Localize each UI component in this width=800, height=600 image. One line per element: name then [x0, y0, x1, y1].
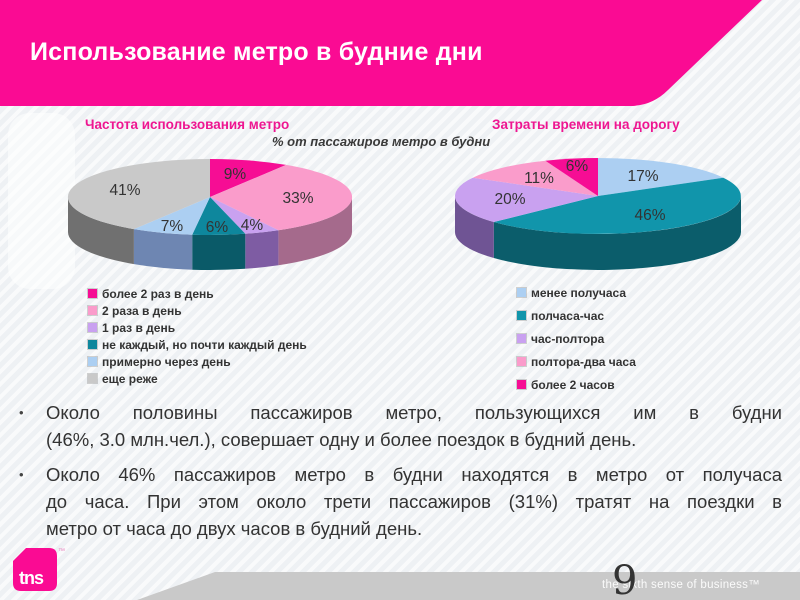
legend-item: 2 раза в день — [88, 302, 307, 319]
legend-item: не каждый, но почти каждый день — [88, 336, 307, 353]
pie-label: 20% — [494, 191, 525, 208]
pie-slice-side — [245, 230, 279, 269]
pie-label: 9% — [224, 166, 247, 183]
svg-text:tns: tns — [19, 568, 44, 588]
bullet-line: до часа. При этом около трети пассажиров… — [46, 491, 782, 512]
pie-slice-side — [278, 197, 352, 266]
pie-label: 17% — [627, 168, 658, 185]
bullet-marker: • — [19, 467, 24, 482]
bullet-line: Около половины пассажиров метро, пользую… — [46, 402, 782, 423]
left-chart-title: Частота использования метро — [85, 117, 290, 132]
pie-slice-side — [493, 196, 741, 270]
pie-label: 33% — [282, 190, 313, 207]
pie-slice — [67, 158, 211, 230]
legend-item: 1 раз в день — [88, 319, 307, 336]
travel-time-legend: менее получаса полчаса-час час-полтора полт… — [517, 281, 636, 396]
legend-label: более 2 часов — [531, 377, 615, 392]
decorative-pill — [8, 113, 75, 289]
pie-slice — [545, 158, 598, 196]
legend-swatch — [88, 289, 97, 298]
footer-tagline: the sixth sense of business™ — [602, 579, 760, 591]
legend-item: более 2 часов — [517, 373, 636, 396]
legend-item: еще реже — [88, 370, 307, 387]
frequency-pie-chart: 9% 33% 4% 6% 7% 41% — [67, 158, 353, 270]
header-banner — [0, 0, 762, 106]
legend-label: 1 раз в день — [102, 320, 176, 335]
legend-label: полчаса-час — [531, 308, 605, 323]
pie-slice-side — [455, 196, 494, 258]
pie-slice — [598, 158, 724, 196]
pie-slice — [210, 164, 353, 231]
legend-swatch — [517, 334, 526, 343]
legend-swatch — [517, 380, 526, 389]
legend-label: не каждый, но почти каждый день — [102, 337, 307, 352]
legend-item: менее получаса — [517, 281, 636, 304]
pie-label: 6% — [206, 219, 229, 236]
pie-slice-side — [67, 197, 134, 265]
legend-label: менее получаса — [531, 285, 627, 300]
pie-slice — [472, 160, 598, 196]
legend-swatch — [517, 311, 526, 320]
tns-logo: tns — [13, 548, 57, 591]
charts-subtitle: % от пассажиров метро в будни — [272, 134, 491, 149]
pie-label: 4% — [241, 217, 264, 234]
legend-swatch — [88, 306, 97, 315]
legend-swatch — [517, 357, 526, 366]
pie-label: 46% — [634, 207, 665, 224]
bullet-line: (46%, 3.0 млн.чел.), совершает одну и бо… — [46, 429, 637, 450]
legend-item: полчаса-час — [517, 304, 636, 327]
bullet-item: • Около половины пассажиров метро, пользу… — [16, 399, 782, 453]
legend-label: полтора-два часа — [531, 354, 636, 369]
legend-item: полтора-два часа — [517, 350, 636, 373]
legend-item: более 2 раз в день — [88, 285, 307, 302]
legend-label: еще реже — [102, 371, 158, 386]
bullet-line: Около 46% пассажиров метро в будни наход… — [46, 464, 782, 485]
pie-slice — [493, 177, 741, 234]
slide-title: Использование метро в будние дни — [30, 38, 483, 66]
pie-charts-canvas: 9% 33% 4% 6% 7% 41% 17% 46% 20% 11% 6% — [67, 158, 741, 270]
right-chart-title: Затраты времени на дорогу — [492, 117, 680, 132]
bullet-item: • Около 46% пассажиров метро в будни нахо… — [16, 461, 782, 542]
pie-slice — [133, 197, 210, 235]
pie-label: 7% — [161, 218, 184, 235]
legend-label: примерно через день — [102, 354, 231, 369]
bullet-line: метро от часа до двух часов в будний ден… — [46, 518, 423, 539]
bullet-list: • Около половины пассажиров метро, пользу… — [16, 399, 782, 550]
legend-swatch — [88, 323, 97, 332]
legend-swatch — [88, 357, 97, 366]
legend-item: час-полтора — [517, 327, 636, 350]
pie-slice-side — [192, 233, 246, 270]
pie-slice — [192, 197, 246, 235]
frequency-legend: более 2 раз в день 2 раза в день 1 раз в д… — [88, 285, 307, 387]
legend-label: 2 раза в день — [102, 303, 182, 318]
bullet-marker: • — [19, 405, 24, 420]
pie-slice-side — [133, 229, 193, 270]
legend-swatch — [88, 340, 97, 349]
legend-label: час-полтора — [531, 331, 605, 346]
pie-label: 41% — [109, 182, 140, 199]
page-number: 9 — [612, 558, 638, 600]
pie-slice — [455, 177, 598, 222]
pie-slice — [210, 158, 287, 197]
pie-label: 11% — [524, 170, 554, 187]
logo-trademark: ™ — [58, 548, 65, 555]
footer-band — [137, 572, 800, 600]
legend-swatch — [517, 288, 526, 297]
legend-label: более 2 раз в день — [102, 286, 214, 301]
travel-time-pie-chart: 17% 46% 20% 11% 6% — [455, 158, 741, 270]
legend-swatch — [88, 374, 97, 383]
pie-label: 6% — [566, 158, 589, 175]
pie-slice — [210, 197, 279, 234]
legend-item: примерно через день — [88, 353, 307, 370]
